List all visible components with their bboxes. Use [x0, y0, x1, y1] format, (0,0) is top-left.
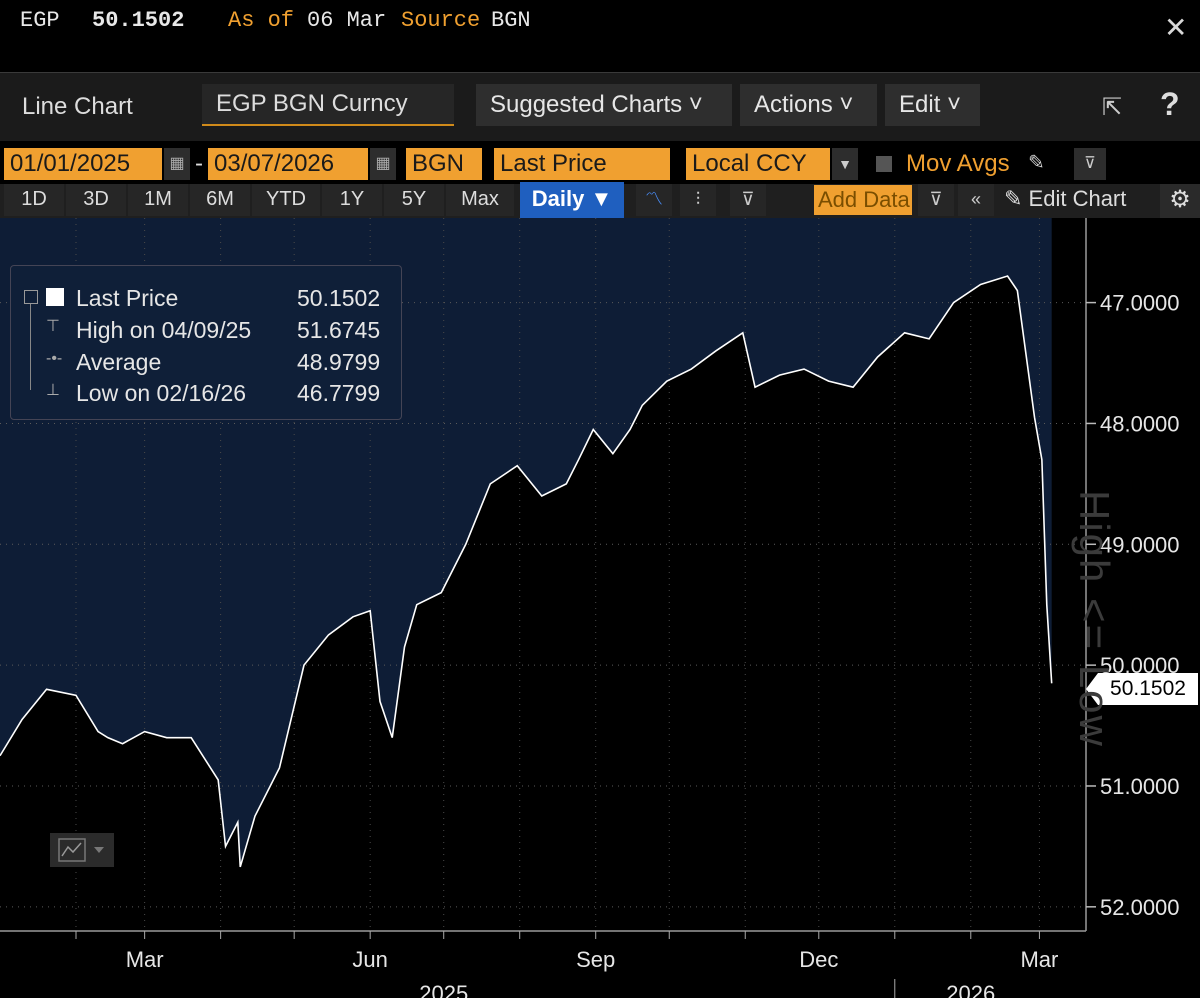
x-tick-label: Mar — [126, 947, 164, 972]
x-tick-label: Dec — [799, 947, 838, 972]
edit-chart-label: Edit Chart — [1028, 186, 1127, 211]
range-max[interactable]: Max — [446, 184, 514, 216]
source-label: Source — [401, 8, 481, 33]
y-tick-label: 48.0000 — [1100, 411, 1180, 436]
legend-label-average: Average — [76, 349, 162, 375]
end-date-field[interactable]: 03/07/2026 — [208, 148, 368, 180]
gear-icon[interactable]: ⚙ — [1160, 184, 1200, 218]
filter-icon[interactable]: ⊽ — [1074, 148, 1106, 180]
chart-type-title: Line Chart — [22, 93, 133, 120]
y-tick-label: 52.0000 — [1100, 895, 1180, 920]
high-low-watermark: High <= Low — [1071, 490, 1118, 748]
mov-avgs-label[interactable]: Mov Avgs — [906, 150, 1010, 177]
date-separator: - — [195, 150, 203, 177]
collapse-icon[interactable]: « — [958, 184, 994, 216]
average-icon: -•- — [46, 350, 63, 367]
security-input[interactable]: EGP BGN Curncy — [202, 84, 454, 126]
security-input-text: EGP BGN Curncy — [216, 90, 408, 117]
field-selector[interactable]: Last Price — [494, 148, 670, 180]
x-year-label: 2025 — [419, 981, 468, 998]
legend-value-low: 46.7799 — [297, 380, 381, 406]
x-tick-label: Mar — [1020, 947, 1058, 972]
periodicity-dropdown[interactable]: Daily ▼ — [520, 182, 624, 218]
last-price-tag: 50.1502 — [1098, 673, 1198, 705]
close-icon[interactable]: ✕ — [1164, 12, 1188, 43]
start-date-field[interactable]: 01/01/2025 — [4, 148, 162, 180]
range-1d[interactable]: 1D — [4, 184, 64, 216]
range-6m[interactable]: 6M — [190, 184, 250, 216]
y-tick-label: 49.0000 — [1100, 532, 1180, 557]
x-tick-label: Sep — [576, 947, 615, 972]
add-data-dropdown-icon[interactable]: ⊽ — [918, 184, 954, 216]
as-of-date: 06 Mar — [307, 8, 387, 33]
pencil-icon[interactable]: ✎ — [1028, 152, 1045, 174]
x-year-label: 2026 — [946, 981, 995, 998]
y-tick-label: 47.0000 — [1100, 291, 1180, 316]
range-1y[interactable]: 1Y — [322, 184, 382, 216]
source-value: BGN — [491, 8, 531, 33]
edit-button[interactable]: Edit ˅ — [885, 84, 980, 126]
y-tick-label: 51.0000 — [1100, 774, 1180, 799]
legend-value-last: 50.1502 — [297, 285, 381, 311]
legend-collapse-icon[interactable] — [24, 290, 38, 304]
bar-chart-icon[interactable]: ⫶ — [680, 184, 716, 216]
chart-type-selector[interactable] — [50, 833, 114, 867]
high-icon: ⊤ — [46, 318, 60, 335]
range-3d[interactable]: 3D — [66, 184, 126, 216]
low-icon: ⊥ — [46, 382, 60, 399]
last-price-tag-arrow — [1086, 673, 1098, 705]
mini-line-icon — [58, 838, 104, 862]
price-series-line — [0, 275, 1053, 868]
currency-selector[interactable]: Local CCY — [686, 148, 830, 180]
source-field[interactable]: BGN — [406, 148, 482, 180]
start-calendar-icon[interactable]: ▦ — [164, 148, 190, 180]
suggested-charts-button[interactable]: Suggested Charts ˅ — [476, 84, 732, 126]
legend-tree-line — [30, 304, 31, 390]
pencil-icon: ✎ — [1004, 186, 1029, 211]
legend-value-high: 51.6745 — [297, 317, 381, 343]
end-calendar-icon[interactable]: ▦ — [370, 148, 396, 180]
legend-label-high: High on 04/09/25 — [76, 317, 252, 343]
legend-value-average: 48.9799 — [297, 349, 381, 375]
legend-swatch — [46, 288, 64, 306]
chart-legend — [10, 265, 402, 420]
help-icon[interactable]: ? — [1160, 86, 1180, 122]
add-data-input[interactable]: Add Data — [814, 185, 912, 215]
mov-avgs-checkbox[interactable] — [876, 156, 892, 172]
last-price-value: 50.1502 — [92, 8, 185, 33]
line-chart-icon[interactable]: 〽 — [636, 184, 672, 216]
range-1m[interactable]: 1M — [128, 184, 188, 216]
actions-button[interactable]: Actions ˅ — [740, 84, 877, 126]
range-5y[interactable]: 5Y — [384, 184, 444, 216]
legend-label-low: Low on 02/16/26 — [76, 380, 247, 406]
edit-chart-button[interactable]: ✎ Edit Chart — [1004, 184, 1126, 214]
as-of-label: As of — [228, 8, 295, 33]
currency-dropdown-icon[interactable]: ▼ — [832, 148, 858, 180]
chart-menu-icon[interactable]: ⊽ — [730, 184, 766, 216]
top-bar — [0, 0, 1200, 73]
x-tick-label: Jun — [352, 947, 387, 972]
ticker-label: EGP — [20, 8, 60, 33]
share-icon[interactable]: ⇱ — [1102, 94, 1123, 121]
range-ytd[interactable]: YTD — [252, 184, 320, 216]
legend-label-last: Last Price — [76, 285, 179, 311]
